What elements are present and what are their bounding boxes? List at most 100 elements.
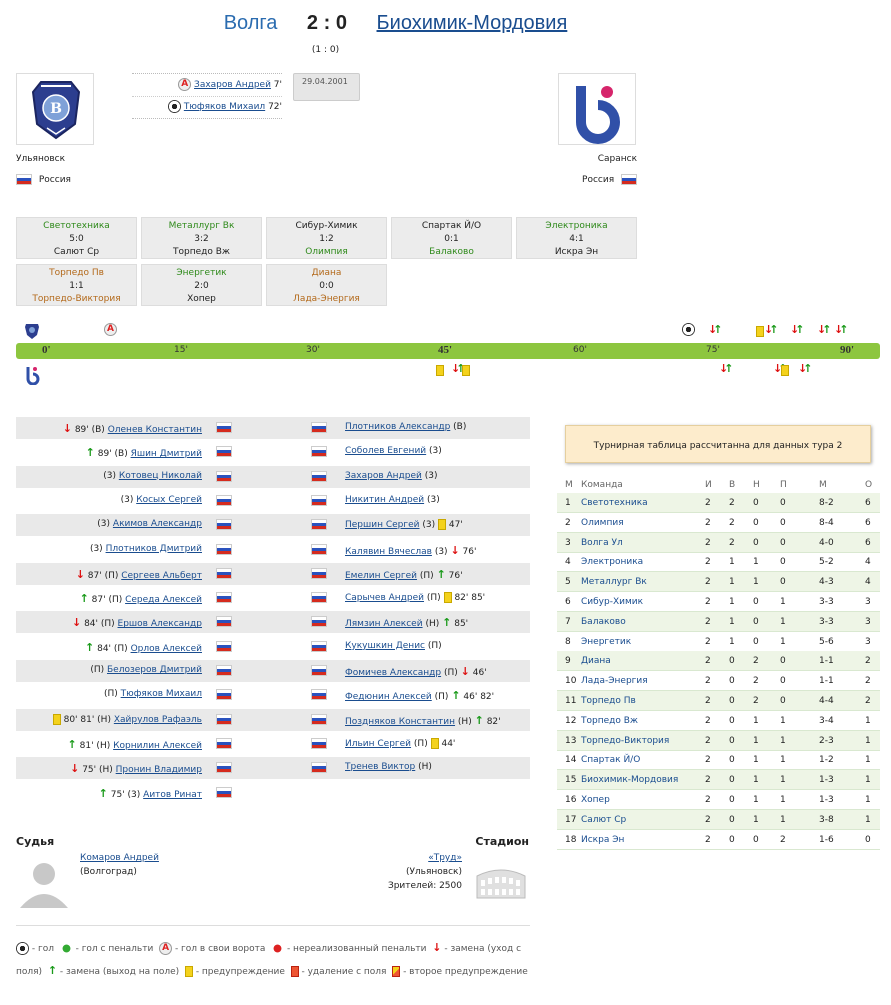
away-player-name[interactable]: Плотников Александр (345, 422, 451, 432)
home-player-name[interactable]: Аитов Ринат (143, 789, 202, 800)
home-team-name[interactable]: Волга (223, 12, 278, 34)
result-away: Олимпия (305, 247, 348, 257)
result-home: Электроника (545, 221, 608, 231)
substitution-icon: ↓↑ (834, 323, 849, 336)
away-player-name[interactable]: Соболев Евгений (345, 446, 427, 457)
standings-row[interactable]: 9 Диана 2 0 2 0 1-1 2 (557, 651, 880, 672)
home-player-name[interactable]: Середа Алексей (125, 595, 202, 606)
standings-row[interactable]: 10 Лада-Энергия 2 0 2 0 1-1 2 (557, 671, 880, 692)
standings-row[interactable]: 4 Электроника 2 1 1 0 5-2 4 (557, 552, 880, 573)
home-player-name[interactable]: Котовец Николай (118, 470, 202, 481)
standings-cell: 2 (753, 696, 759, 706)
away-player-name[interactable]: Кукушкин Денис (345, 640, 425, 651)
home-player-name[interactable]: Плотников Дмитрий (105, 543, 202, 554)
standings-row[interactable]: 7 Балаково 2 1 0 1 3-3 3 (557, 611, 880, 632)
home-player-name[interactable]: Ершов Александр (117, 619, 202, 630)
second-yellow-icon (392, 966, 401, 977)
away-player-name[interactable]: Калявин Вячеслав (345, 546, 432, 557)
away-player-name[interactable]: Фомичев Александр (345, 668, 442, 678)
standings-cell: 15 (565, 775, 577, 786)
away-player-name[interactable]: Захаров Андрей (345, 470, 422, 481)
russia-flag-icon (216, 567, 232, 579)
away-player-name[interactable]: Поздняков Константин (345, 716, 456, 727)
lineup-row: ↓ 84' (П) Ершов Александр Лямзин Алексей … (16, 611, 530, 634)
match-result-box[interactable]: Торпедо Пв 1:1 Торпедо-Виктория (16, 264, 137, 306)
home-player-name[interactable]: Яшин Дмитрий (130, 449, 202, 460)
standings-cell: 0 (780, 676, 786, 687)
match-result-box[interactable]: Энергетик 2:0 Хопер (141, 264, 262, 306)
standings-row[interactable]: 6 Сибур-Химик 2 1 0 1 3-3 3 (557, 592, 880, 612)
match-result-box[interactable]: Сибур-Химик 1:2 Олимпия (266, 217, 387, 259)
standings-cell: 0 (753, 636, 759, 647)
standings-header-cell: И (705, 480, 712, 490)
standings-cell: Электроника (581, 557, 644, 568)
away-team-name[interactable]: Биохимик-Мордовия (376, 12, 568, 34)
home-player-name[interactable]: Хайрулов Рафаэль (113, 714, 202, 725)
standings-row[interactable]: 11 Торпедо Пв 2 0 2 0 4-4 2 (557, 691, 880, 711)
home-player-name[interactable]: Тюфяков Михаил (120, 689, 202, 700)
standings-cell: Торпедо-Виктория (581, 735, 670, 746)
timeline-tick: 30' (306, 345, 320, 355)
referee-name[interactable]: Комаров Андрей (80, 853, 159, 863)
standings-row[interactable]: 16 Хопер 2 0 1 1 1-3 1 (557, 790, 880, 810)
home-player-name[interactable]: Оленев Константин (107, 425, 202, 435)
stadium-name[interactable]: «Труд» (428, 853, 462, 863)
standings-cell: 0 (780, 498, 786, 508)
standings-row[interactable]: 1 Светотехника 2 2 0 0 8-2 6 (557, 493, 880, 513)
standings-row[interactable]: 2 Олимпия 2 2 0 0 8-4 6 (557, 513, 880, 533)
home-player-name[interactable]: Акимов Александр (112, 519, 202, 530)
standings-row[interactable]: 8 Энергетик 2 1 0 1 5-6 3 (557, 632, 880, 652)
standings-cell: 2 (705, 616, 711, 627)
away-player-position: (Н) (425, 619, 440, 630)
match-result-box[interactable]: Спартак Й/О 0:1 Балаково (391, 217, 512, 259)
standings-cell: 1 (780, 735, 786, 746)
standings-row[interactable]: 14 Спартак Й/О 2 0 1 1 1-2 1 (557, 750, 880, 771)
standings-cell: 17 (565, 814, 577, 825)
home-player-name[interactable]: Пронин Владимир (115, 765, 202, 776)
away-player-name[interactable]: Никитин Андрей (345, 494, 425, 505)
home-player-name[interactable]: Корнилин Алексей (113, 740, 202, 751)
match-result-box[interactable]: Металлург Вк 3:2 Торпедо Вж (141, 217, 262, 259)
goal-scorer[interactable]: Тюфяков Михаил (183, 102, 266, 112)
result-home: Сибур-Химик (295, 221, 358, 231)
own-goal-icon: A (178, 78, 192, 91)
standings-cell: 1 (780, 755, 786, 766)
referee-city: (Волгоград) (80, 867, 137, 877)
standings-row[interactable]: 3 Волга Ул 2 2 0 0 4-0 6 (557, 532, 880, 553)
standings-row[interactable]: 17 Салют Ср 2 0 1 1 3-8 1 (557, 809, 880, 830)
home-player-name[interactable]: Орлов Алексей (130, 643, 202, 654)
standings-cell: 4 (865, 577, 871, 588)
result-away: Искра Эн (554, 247, 599, 257)
standings-row[interactable]: 15 Биохимик-Мордовия 2 0 1 1 1-3 1 (557, 770, 880, 791)
away-player-name[interactable]: Федюнин Алексей (345, 692, 432, 703)
standings-cell: 1 (865, 735, 871, 746)
away-player-name[interactable]: Ильин Сергей (345, 738, 412, 749)
standings-row[interactable]: 5 Металлург Вк 2 1 1 0 4-3 4 (557, 572, 880, 593)
yellow-card-icon (443, 592, 452, 604)
home-team-logo[interactable]: В (16, 73, 94, 145)
away-player-name[interactable]: Тренев Виктор (345, 762, 416, 773)
away-player-name[interactable]: Першин Сергей (345, 520, 420, 531)
goal-minute: 7' (273, 80, 282, 90)
result-home: Энергетик (176, 268, 227, 278)
match-result-box[interactable]: Диана 0:0 Лада-Энергия (266, 264, 387, 306)
home-player-name[interactable]: Косых Сергей (136, 494, 202, 505)
away-team-logo[interactable] (558, 73, 636, 145)
russia-flag-icon (216, 737, 232, 749)
standings-row[interactable]: 18 Искра Эн 2 0 0 2 1-6 0 (557, 830, 880, 850)
home-player-name[interactable]: Белозеров Дмитрий (106, 665, 202, 675)
away-player-position: (П) (434, 692, 449, 703)
away-player-name[interactable]: Лямзин Алексей (345, 619, 423, 630)
standings-cell: 3 (865, 616, 871, 627)
match-result-box[interactable]: Светотехника 5:0 Салют Ср (16, 217, 137, 259)
away-player-name[interactable]: Сарычев Андрей (345, 593, 425, 604)
home-player-name[interactable]: Сергеев Альберт (121, 570, 202, 581)
legend-own-goal: - гол в свои ворота (174, 944, 266, 954)
standings-row[interactable]: 12 Торпедо Вж 2 0 1 1 3-4 1 (557, 711, 880, 731)
away-player-name[interactable]: Емелин Сергей (345, 570, 418, 581)
standings-row[interactable]: 13 Торпедо-Виктория 2 0 1 1 2-3 1 (557, 730, 880, 751)
goal-scorer[interactable]: Захаров Андрей (194, 80, 271, 90)
standings-cell: 1 (780, 715, 786, 726)
match-result-box[interactable]: Электроника 4:1 Искра Эн (516, 217, 637, 259)
sub-in-icon: ↑ (474, 713, 484, 727)
